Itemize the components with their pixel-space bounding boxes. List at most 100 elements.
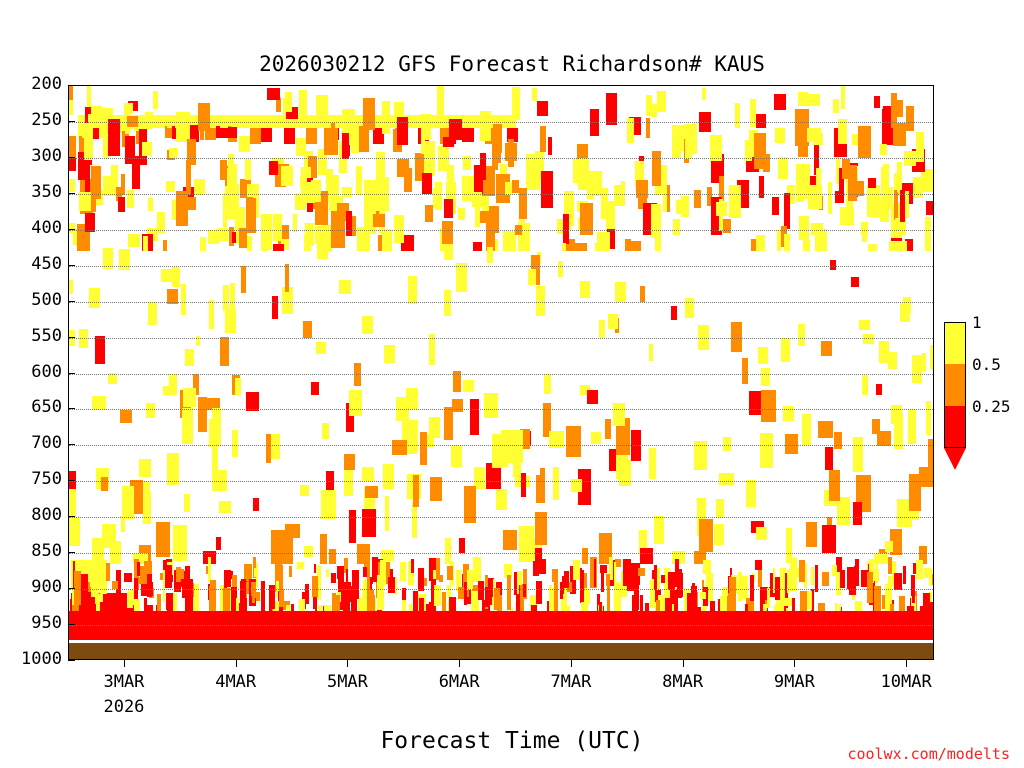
heatmap-cell [305, 584, 310, 604]
heatmap-cell [871, 419, 881, 435]
heatmap-cell [760, 432, 773, 469]
heatmap-cell [168, 373, 178, 396]
heatmap-cell [230, 184, 240, 215]
y-axis-tick-label: 250 [31, 109, 62, 130]
heatmap-cell [105, 563, 110, 582]
heatmap-cell [536, 285, 545, 316]
heatmap-cell [518, 570, 523, 586]
heatmap-cell [518, 525, 535, 563]
heatmap-cell [638, 567, 645, 577]
heatmap-cell [439, 127, 452, 144]
y-axis-tick-mark [68, 85, 75, 86]
heatmap-cell [775, 128, 785, 144]
heatmap-cell [171, 592, 178, 616]
heatmap-cell [344, 557, 348, 574]
heatmap-cell [422, 173, 433, 195]
heatmap-cell [737, 571, 742, 601]
heatmap-cell [412, 591, 419, 620]
heatmap-cell [356, 226, 370, 252]
heatmap-cell [880, 167, 890, 200]
heatmap-cell [142, 236, 149, 252]
heatmap-cell [163, 569, 166, 603]
heatmap-cell [691, 122, 698, 155]
heatmap-cell [182, 388, 196, 407]
heatmap-cell [376, 151, 386, 187]
heatmap-cell [698, 325, 710, 350]
heatmap-cell [676, 568, 683, 598]
heatmap-cell [357, 597, 365, 621]
heatmap-cell [900, 302, 911, 323]
heatmap-cell [746, 479, 756, 507]
heatmap-cell [188, 125, 200, 142]
heatmap-cell [698, 518, 713, 552]
heatmap-cell [69, 488, 76, 518]
colorbar: 1 0.5 0.25 [944, 300, 1011, 470]
heatmap-cell [654, 567, 661, 597]
heatmap-cell [239, 179, 251, 199]
heatmap-cell [846, 566, 855, 589]
heatmap-cell [84, 212, 95, 233]
heatmap-cell [194, 179, 206, 196]
heatmap-cell [165, 592, 171, 611]
heatmap-cell [393, 101, 405, 117]
heatmap-cell [471, 590, 479, 622]
heatmap-cell [876, 383, 883, 396]
heatmap-cell [165, 180, 176, 192]
heatmap-cell [749, 390, 762, 415]
heatmap-cell [894, 172, 903, 191]
heatmap-cell [164, 564, 172, 588]
heatmap-cell [173, 524, 187, 562]
heatmap-cell [79, 136, 85, 158]
x-axis-tick-label: 5MAR [326, 672, 368, 692]
heatmap-cell [772, 568, 775, 594]
y-axis-tick-label: 850 [31, 541, 62, 562]
colorbar-over-arrow [944, 300, 966, 322]
heatmap-cell [446, 165, 455, 190]
heatmap-cell [279, 565, 283, 593]
y-axis-tick-mark [68, 156, 75, 158]
heatmap-cell [410, 559, 414, 574]
heatmap-cell [332, 592, 336, 621]
heatmap-cell [815, 228, 827, 252]
heatmap-cell [355, 165, 362, 195]
heatmap-cell [895, 99, 903, 118]
heatmap-cell [299, 89, 307, 121]
y-axis-tick-mark [68, 660, 75, 661]
y-axis-tick-label: 700 [31, 433, 62, 454]
heatmap-cell [580, 203, 594, 235]
credit-text: coolwx.com/modelts [847, 745, 1010, 763]
heatmap-cell [575, 242, 588, 252]
heatmap-cell [260, 213, 272, 250]
heatmap-cell [364, 488, 375, 516]
heatmap-cell [624, 239, 632, 252]
heatmap-cell [446, 584, 451, 598]
y-axis-tick-label: 600 [31, 361, 62, 382]
heatmap-cell [133, 599, 141, 613]
heatmap-cell [758, 175, 764, 199]
heatmap-cell [929, 567, 933, 587]
heatmap-cell [171, 199, 181, 220]
y-axis-tick-label: 400 [31, 217, 62, 238]
heatmap-cell [648, 343, 654, 361]
heatmap-cell [192, 373, 200, 396]
heatmap-cell [176, 576, 182, 592]
heatmap-cell [650, 104, 658, 117]
heatmap-cell [273, 244, 285, 252]
heatmap-cell [672, 218, 681, 236]
heatmap-cell [786, 527, 793, 563]
heatmap-cell [404, 114, 416, 128]
heatmap-cell [451, 445, 463, 467]
heatmap-cell [174, 573, 178, 593]
heatmap-cell [166, 453, 179, 485]
heatmap-cell [709, 135, 723, 162]
heatmap-cell [127, 590, 133, 608]
heatmap-cell [705, 572, 713, 602]
heatmap-cell [231, 586, 237, 615]
heatmap-cell [334, 219, 346, 248]
heatmap-cell [477, 580, 485, 601]
heatmap-cell [713, 523, 724, 546]
heatmap-cell [69, 330, 75, 347]
heatmap-cell [330, 572, 337, 583]
heatmap-cell [235, 206, 246, 243]
heatmap-cell [344, 582, 352, 603]
